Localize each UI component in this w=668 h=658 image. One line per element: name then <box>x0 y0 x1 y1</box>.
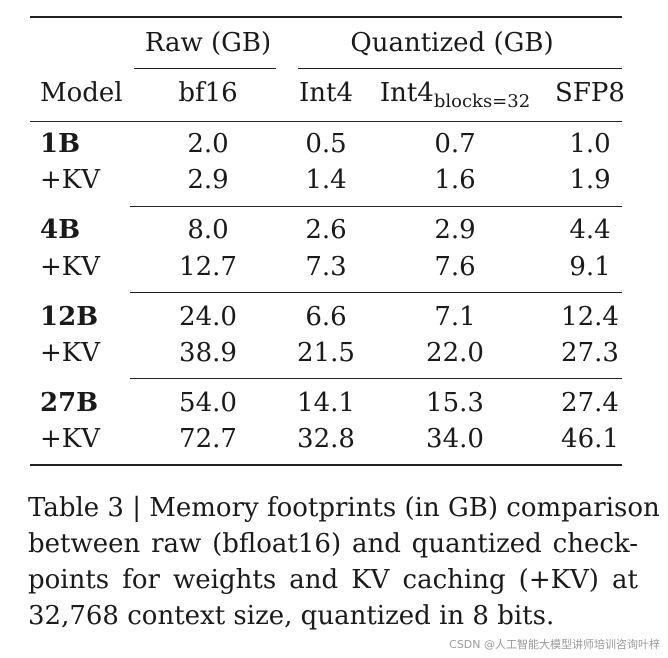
caption-line: Table 3 | Memory footprints (in GB) comp… <box>28 493 660 523</box>
table-caption: Table 3 | Memory footprints (in GB) comp… <box>28 490 660 634</box>
table-cell: 9.1 <box>569 252 611 282</box>
table-cell: 7.1 <box>434 302 476 332</box>
table-bottom-rule <box>30 464 622 466</box>
table-cell: 8.0 <box>187 215 229 245</box>
kv-label-27b: +KV <box>40 424 100 454</box>
raw-group-header: Raw (GB) <box>144 28 272 58</box>
table-cell: 21.5 <box>297 338 355 368</box>
column-header-int4: Int4 <box>298 78 354 108</box>
group-rule <box>130 378 622 379</box>
kv-label-1b: +KV <box>40 165 100 195</box>
table-cell: 34.0 <box>426 424 484 454</box>
table-cell: 2.6 <box>305 215 347 245</box>
caption-line: points for weights and KV caching (+KV) … <box>28 565 638 595</box>
table-cell: 2.9 <box>434 215 476 245</box>
table-cell: 6.6 <box>305 302 347 332</box>
table-cell: 4.4 <box>569 215 611 245</box>
table-cell: 7.6 <box>434 252 476 282</box>
table-cell: 12.7 <box>179 252 237 282</box>
table-cell: 46.1 <box>561 424 619 454</box>
quantized-group-header: Quantized (GB) <box>350 28 554 58</box>
table-cell: 54.0 <box>179 388 237 418</box>
table-cell: 0.7 <box>434 129 476 159</box>
table-cell: 32.8 <box>297 424 355 454</box>
table-cell: 27.4 <box>561 388 619 418</box>
table-cell: 7.3 <box>305 252 347 282</box>
watermark: CSDN @人工智能大模型讲师培训咨询叶梓 <box>449 638 660 651</box>
model-name-27b: 27B <box>40 388 99 418</box>
caption-line: between raw (bfloat16) and quantized che… <box>28 529 638 559</box>
table-cell: 38.9 <box>179 338 237 368</box>
kv-label-12b: +KV <box>40 338 100 368</box>
column-header-model: Model <box>40 78 123 108</box>
table-top-rule <box>30 16 622 18</box>
table-cell: 72.7 <box>179 424 237 454</box>
table-cell: 12.4 <box>561 302 619 332</box>
table-cell: 2.0 <box>187 129 229 159</box>
model-name-4b: 4B <box>40 215 81 245</box>
model-name-1b: 1B <box>40 129 81 159</box>
caption-line: 32,768 context size, quantized in 8 bits… <box>28 601 555 631</box>
quantized-group-rule <box>298 68 622 69</box>
int4-subscript: blocks=32 <box>433 91 531 112</box>
table-cell: 14.1 <box>297 388 355 418</box>
header-rule <box>30 121 622 122</box>
table-cell: 1.0 <box>569 129 611 159</box>
table-cell: 1.4 <box>305 165 347 195</box>
table-cell: 2.9 <box>187 165 229 195</box>
raw-group-rule <box>134 68 276 69</box>
table-cell: 1.9 <box>569 165 611 195</box>
table-cell: 0.5 <box>305 129 347 159</box>
table-cell: 24.0 <box>179 302 237 332</box>
model-name-12b: 12B <box>40 302 99 332</box>
int4-label: Int4 <box>379 78 434 108</box>
table-cell: 22.0 <box>426 338 484 368</box>
column-header-bf16: bf16 <box>178 78 238 108</box>
kv-label-4b: +KV <box>40 252 100 282</box>
group-rule <box>130 206 622 207</box>
table-cell: 27.3 <box>561 338 619 368</box>
column-header-sfp8: SFP8 <box>555 78 625 108</box>
table-cell: 15.3 <box>426 388 484 418</box>
column-header-int4-blocks: Int4blocks=32 <box>380 78 530 117</box>
group-rule <box>130 292 622 293</box>
table-cell: 1.6 <box>434 165 476 195</box>
